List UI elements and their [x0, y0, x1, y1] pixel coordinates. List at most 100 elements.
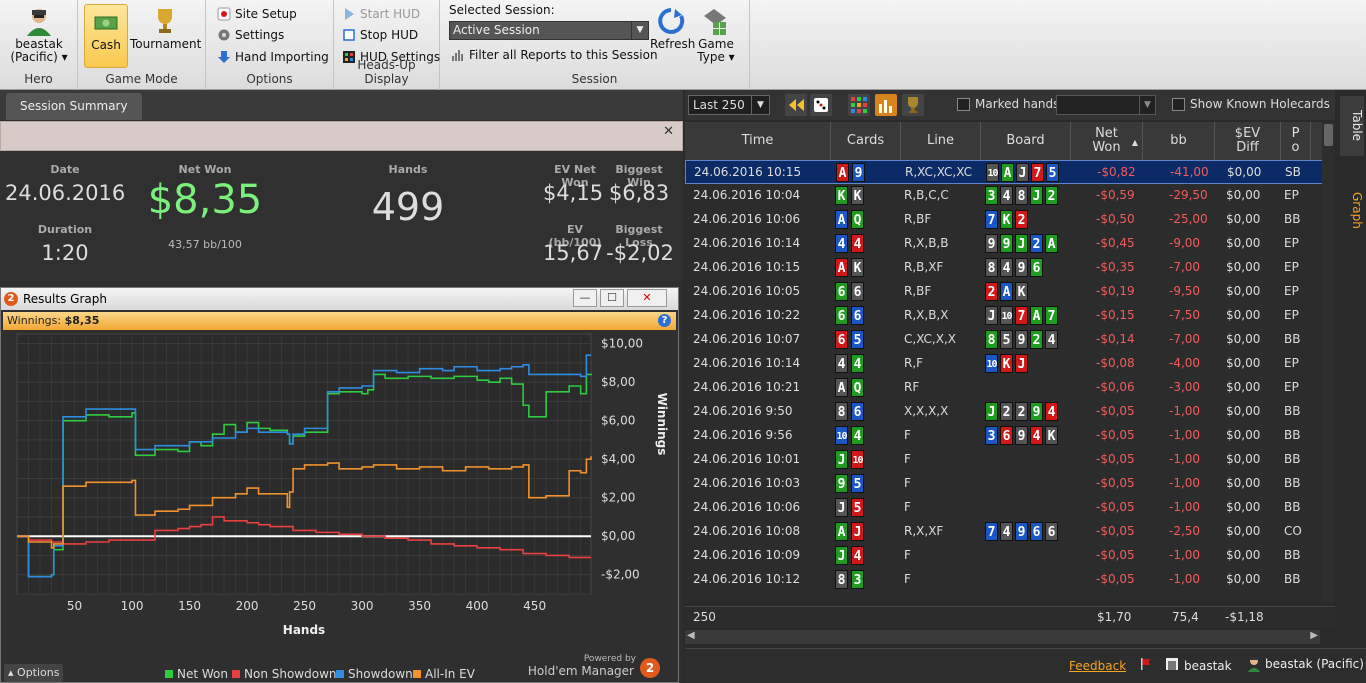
filter-reports-label: Filter all Reports to this Session: [469, 48, 658, 62]
table-row[interactable]: 24.06.2016 10:06 A Q R,BF 7 K 2 -$0,50 -25,00 $0,…: [685, 208, 1335, 232]
cell-ev-diff: $0,00: [1226, 572, 1261, 586]
session-group-label: Session: [571, 72, 618, 86]
hole-card: A: [835, 258, 848, 277]
vertical-scrollbar[interactable]: [1322, 122, 1335, 602]
board-card: 9: [1015, 426, 1028, 445]
cell-time: 24.06.2016 9:50: [693, 404, 793, 418]
cash-button[interactable]: Cash: [84, 4, 128, 68]
col-ev-diff[interactable]: $EV Diff: [1215, 122, 1281, 160]
col-board[interactable]: Board: [981, 122, 1071, 160]
hole-card: K: [851, 258, 864, 277]
results-graph-titlebar[interactable]: 2 Results Graph — ☐ ✕: [1, 288, 678, 310]
col-line[interactable]: Line: [901, 122, 981, 160]
col-net-won[interactable]: Net Won ▲: [1071, 122, 1143, 160]
session-select[interactable]: Active Session ▼: [449, 21, 649, 40]
filter-reports-button[interactable]: Filter all Reports to this Session: [451, 45, 658, 65]
hole-card: J: [835, 498, 848, 517]
col-time[interactable]: Time: [685, 122, 831, 160]
feedback-link[interactable]: Feedback: [1069, 659, 1127, 673]
table-row[interactable]: 24.06.2016 10:14 4 4 R,X,B,B 9 9 J 2 A -$0,45 -9,0…: [685, 232, 1335, 256]
hole-card: 4: [851, 234, 864, 253]
side-tab-table[interactable]: Table: [1340, 96, 1364, 156]
refresh-button[interactable]: Refresh: [650, 4, 695, 51]
table-row[interactable]: 24.06.2016 10:04 K K R,B,C,C 3 4 8 J 2 -$0,59 -29,…: [685, 184, 1335, 208]
table-row[interactable]: 24.06.2016 9:50 8 6 X,X,X,X J 2 2 9 4 -$0,05 -1,00…: [685, 400, 1335, 424]
board-card: 6: [1030, 258, 1043, 277]
table-row[interactable]: 24.06.2016 10:03 9 5 F -$0,05 -1,00 $0,00 BB: [685, 472, 1335, 496]
cell-ev-diff: $0,00: [1226, 236, 1261, 250]
hero-button[interactable]: beastak (Pacific) ▾: [6, 4, 72, 64]
rewind-icon[interactable]: [785, 94, 807, 116]
hand-importing-button[interactable]: Hand Importing: [217, 47, 329, 67]
scroll-left-icon[interactable]: ◀: [687, 630, 695, 641]
game-type-button[interactable]: Game Type ▾: [694, 4, 738, 64]
table-row[interactable]: 24.06.2016 10:15 A K R,B,XF 8 4 9 6 -$0,35 -7,00 $…: [685, 256, 1335, 280]
board-card: 9: [985, 234, 998, 253]
tournament-button[interactable]: Tournament: [130, 4, 201, 51]
cell-position: BB: [1284, 548, 1301, 562]
bar-chart-icon[interactable]: [875, 94, 897, 116]
site-setup-icon: [217, 7, 231, 21]
table-row[interactable]: 24.06.2016 10:12 8 3 F -$0,05 -1,00 $0,00 BB: [685, 568, 1335, 592]
grid-view-icon[interactable]: [848, 94, 870, 116]
col-pos-label-1: P: [1291, 126, 1300, 141]
hole-card: 9: [835, 474, 848, 493]
col-cards[interactable]: Cards: [831, 122, 901, 160]
stop-hud-button[interactable]: Stop HUD: [342, 25, 418, 45]
options-label: Options: [17, 666, 60, 679]
table-row[interactable]: 24.06.2016 10:15 A 9 R,XC,XC,XC 10 A J 7 5 -$0,82…: [685, 160, 1335, 184]
table-row[interactable]: 24.06.2016 9:56 10 4 F 3 6 9 4 K -$0,05 -1,00 $0,00…: [685, 424, 1335, 448]
table-row[interactable]: 24.06.2016 10:05 6 6 R,BF 2 A K -$0,19 -9,50 $0,0…: [685, 280, 1335, 304]
col-bb[interactable]: bb: [1143, 122, 1215, 160]
table-row[interactable]: 24.06.2016 10:01 J 10 F -$0,05 -1,00 $0,00 BB: [685, 448, 1335, 472]
table-row[interactable]: 24.06.2016 10:09 J 4 F -$0,05 -1,00 $0,00 BB: [685, 544, 1335, 568]
col-net-won-label-1: Net: [1095, 126, 1118, 141]
range-select[interactable]: Last 250 ▼: [688, 95, 770, 115]
marked-hands-checkbox[interactable]: [957, 98, 970, 111]
hud-settings-button[interactable]: HUD Settings: [342, 47, 440, 67]
trophy-filter-icon[interactable]: [902, 94, 924, 116]
minimize-button[interactable]: —: [573, 289, 597, 307]
table-row[interactable]: 24.06.2016 10:08 A J R,X,XF 7 4 9 6 6 -$0,05 -2,50…: [685, 520, 1335, 544]
table-row[interactable]: 24.06.2016 10:21 A Q RF -$0,06 -3,00 $0,00 EP: [685, 376, 1335, 400]
start-hud-button[interactable]: Start HUD: [342, 4, 420, 24]
side-tab-graph[interactable]: Graph: [1350, 191, 1364, 229]
cell-net-won: -$0,05: [1096, 476, 1135, 490]
y-tick-label: $2,00: [601, 491, 635, 505]
settings-button[interactable]: Settings: [217, 25, 284, 45]
table-row[interactable]: 24.06.2016 10:22 6 6 R,X,B,X J 10 7 A 7 -$0,15 -7,…: [685, 304, 1335, 328]
site-setup-button[interactable]: Site Setup: [217, 4, 297, 24]
hole-card: 10: [851, 450, 864, 469]
hole-card: Q: [851, 378, 864, 397]
hole-card: 5: [851, 330, 864, 349]
help-icon[interactable]: ?: [658, 314, 671, 327]
user-avatar-icon: [1165, 657, 1179, 671]
scroll-right-icon[interactable]: ▶: [1310, 630, 1318, 641]
show-known-holecards-checkbox[interactable]: [1172, 98, 1185, 111]
legend-swatch-showdown: [336, 670, 344, 678]
maximize-button[interactable]: ☐: [600, 289, 624, 307]
scroll-thumb[interactable]: [1324, 124, 1333, 146]
marked-hands-select[interactable]: ▼: [1056, 95, 1156, 115]
options-button[interactable]: ▴ Options: [4, 664, 64, 682]
cash-label: Cash: [91, 38, 121, 52]
hole-card: 6: [851, 282, 864, 301]
board-card: 9: [1000, 234, 1013, 253]
horizontal-scrollbar[interactable]: ◀ ▶: [685, 630, 1320, 644]
cell-ev-diff: $0,00: [1226, 356, 1261, 370]
table-row[interactable]: 24.06.2016 10:07 6 5 C,XC,X,X 8 5 9 2 4 -$0,14 -7,…: [685, 328, 1335, 352]
y-axis-label: Winnings: [655, 393, 669, 456]
table-row[interactable]: 24.06.2016 10:06 J 5 F -$0,05 -1,00 $0,00 BB: [685, 496, 1335, 520]
tab-session-summary[interactable]: Session Summary: [6, 93, 142, 120]
table-row[interactable]: 24.06.2016 10:14 4 4 R,F 10 K J -$0,08 -4,00 $0,0…: [685, 352, 1335, 376]
cell-ev-diff: $0,00: [1226, 284, 1261, 298]
cell-ev-diff: $0,00: [1226, 500, 1261, 514]
replay-dice-icon[interactable]: [810, 94, 832, 116]
cell-bb: -1,00: [1169, 404, 1201, 418]
status-hero: beastak (Pacific): [1265, 657, 1364, 671]
board-card: 7: [1045, 306, 1058, 325]
close-icon[interactable]: ✕: [663, 124, 674, 139]
window-close-button[interactable]: ✕: [627, 289, 667, 307]
hole-card: 4: [835, 354, 848, 373]
